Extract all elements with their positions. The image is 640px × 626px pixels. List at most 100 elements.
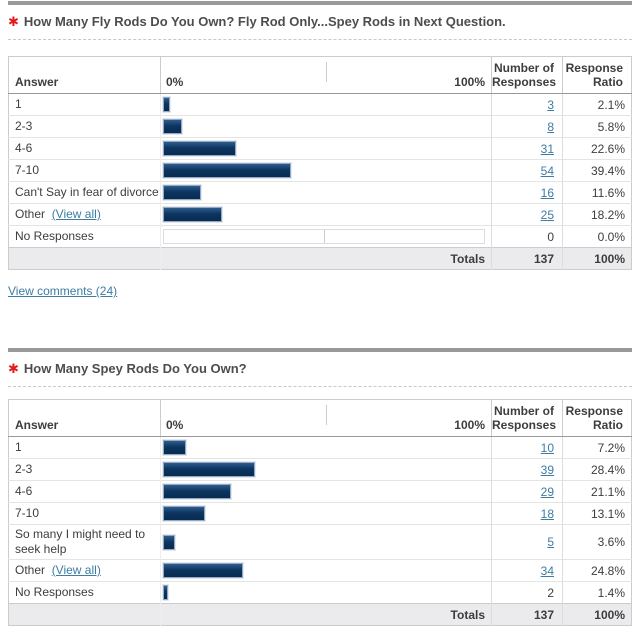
totals-row: Totals 137 100% (8, 603, 632, 626)
answer-label: No Responses (8, 225, 161, 248)
answer-label: 4-6 (8, 137, 161, 160)
responses-count-link[interactable]: 54 (540, 163, 554, 178)
answer-label: Other (15, 207, 46, 221)
table-row: Other (View all) 34 24.8% (8, 559, 632, 582)
table-row: 2-3 8 5.8% (8, 115, 632, 138)
section-divider-rule (8, 348, 632, 352)
table-row: 7-10 18 13.1% (8, 502, 632, 525)
response-ratio: 2.1% (562, 93, 632, 116)
response-bar (163, 563, 244, 578)
response-bar (163, 141, 237, 156)
totals-ratio: 100% (562, 247, 632, 270)
view-all-link[interactable]: (View all) (51, 563, 101, 577)
scale-50pct-tick (324, 230, 325, 243)
response-ratio: 24.8% (562, 559, 632, 582)
column-header-scale: 0% 100% (160, 56, 492, 94)
answer-label: 1 (8, 436, 161, 459)
table-row: No Responses 0 0.0% (8, 225, 632, 248)
totals-ratio: 100% (562, 603, 632, 626)
response-bar (163, 97, 170, 112)
table-row: 4-6 29 21.1% (8, 480, 632, 503)
scale-50pct-tick (326, 405, 327, 425)
column-header-scale: 0% 100% (160, 399, 492, 437)
answer-label: 7-10 (8, 159, 161, 182)
totals-responses: 137 (491, 603, 563, 626)
response-bar (163, 462, 256, 477)
response-bar (163, 585, 168, 600)
answer-label: 7-10 (8, 502, 161, 525)
column-header-ratio: Response Ratio (562, 56, 632, 94)
answer-label: No Responses (8, 581, 161, 604)
question-block-1: ✱ How Many Fly Rods Do You Own? Fly Rod O… (8, 1, 632, 300)
column-header-answer: Answer (8, 56, 161, 94)
totals-spacer (8, 247, 161, 270)
response-bar (163, 484, 232, 499)
response-ratio: 5.8% (562, 115, 632, 138)
responses-count-link[interactable]: 34 (540, 563, 554, 578)
responses-count-link[interactable]: 29 (540, 484, 554, 499)
view-comments-link[interactable]: View comments (24) (8, 284, 118, 298)
response-bar (163, 506, 206, 521)
question-title-text: How Many Spey Rods Do You Own? (23, 361, 247, 376)
table-header-row: Answer 0% 100% Number of Responses Respo… (8, 56, 632, 94)
totals-row: Totals 137 100% (8, 247, 632, 270)
scale-min-label: 0% (166, 418, 184, 432)
table-row: So many I might need to seek help 5 3.6% (8, 524, 632, 560)
response-ratio: 21.1% (562, 480, 632, 503)
response-bar (163, 163, 291, 178)
responses-count: 2 (491, 581, 563, 604)
empty-bar-frame (163, 229, 485, 244)
response-ratio: 0.0% (562, 225, 632, 248)
question-title-text: How Many Fly Rods Do You Own? Fly Rod On… (23, 14, 506, 29)
responses-count-link[interactable]: 39 (540, 462, 554, 477)
response-bar (163, 119, 182, 134)
answer-label: So many I might need to seek help (8, 524, 161, 560)
totals-responses: 137 (491, 247, 563, 270)
scale-max-label: 100% (454, 75, 485, 89)
section-divider-rule (8, 1, 632, 5)
responses-count-link[interactable]: 10 (540, 440, 554, 455)
response-bar (163, 207, 222, 222)
responses-count-link[interactable]: 25 (540, 207, 554, 222)
required-asterisk-icon: ✱ (8, 361, 19, 376)
responses-count-link[interactable]: 8 (547, 119, 554, 134)
response-ratio: 13.1% (562, 502, 632, 525)
table-row: 7-10 54 39.4% (8, 159, 632, 182)
question-title: ✱ How Many Fly Rods Do You Own? Fly Rod O… (8, 13, 632, 40)
responses-count: 0 (491, 225, 563, 248)
response-ratio: 18.2% (562, 203, 632, 226)
answer-label: 2-3 (8, 115, 161, 138)
totals-spacer (8, 603, 161, 626)
response-bar (163, 440, 187, 455)
totals-label: Totals (160, 247, 492, 270)
responses-count-link[interactable]: 16 (540, 185, 554, 200)
table-row: Can't Say in fear of divorce 16 11.6% (8, 181, 632, 204)
table-row: 2-3 39 28.4% (8, 458, 632, 481)
question-block-2: ✱ How Many Spey Rods Do You Own? Answer 0… (8, 348, 632, 626)
view-all-link[interactable]: (View all) (51, 207, 101, 221)
responses-count-link[interactable]: 31 (540, 141, 554, 156)
answer-label: 4-6 (8, 480, 161, 503)
responses-count-link[interactable]: 3 (547, 97, 554, 112)
response-ratio: 22.6% (562, 137, 632, 160)
totals-label: Totals (160, 603, 492, 626)
table-header-row: Answer 0% 100% Number of Responses Respo… (8, 399, 632, 437)
response-ratio: 28.4% (562, 458, 632, 481)
responses-count-link[interactable]: 5 (547, 535, 554, 549)
answer-label: Other (15, 563, 46, 577)
column-header-answer: Answer (8, 399, 161, 437)
response-bar (163, 534, 175, 550)
response-ratio: 11.6% (562, 181, 632, 204)
table-row: 4-6 31 22.6% (8, 137, 632, 160)
responses-count-link[interactable]: 18 (540, 506, 554, 521)
response-ratio: 39.4% (562, 159, 632, 182)
table-row: 1 10 7.2% (8, 436, 632, 459)
answer-label: 1 (8, 93, 161, 116)
required-asterisk-icon: ✱ (8, 14, 19, 29)
column-header-ratio: Response Ratio (562, 399, 632, 437)
scale-50pct-tick (326, 62, 327, 82)
column-header-responses: Number of Responses (491, 56, 563, 94)
answer-label: Can't Say in fear of divorce (8, 181, 161, 204)
scale-max-label: 100% (454, 418, 485, 432)
table-row: Other (View all) 25 18.2% (8, 203, 632, 226)
